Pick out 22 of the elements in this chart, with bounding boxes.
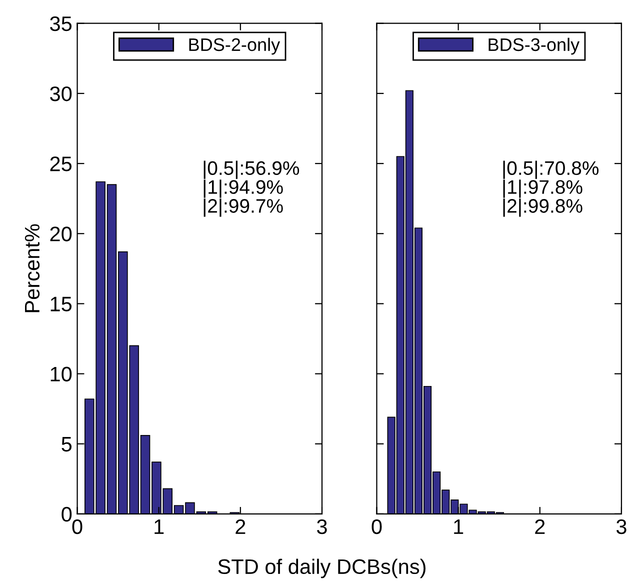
y-tick-label: 20 xyxy=(50,226,72,242)
y-tick-label: 10 xyxy=(50,366,72,382)
annotation: |0.5|:56.9% |1|:94.9% |2|:99.7% xyxy=(204,160,300,217)
y-tick-label: 0 xyxy=(62,506,72,522)
x-tick-label: 3 xyxy=(317,519,327,534)
y-axis-title: Percent% xyxy=(24,224,40,312)
x-tick-label: 2 xyxy=(535,519,545,534)
x-tick-label: 3 xyxy=(616,519,626,534)
legend-label: BDS-3-only xyxy=(488,38,580,55)
x-tick-label: 0 xyxy=(72,519,82,534)
annotation: |0.5|:70.8% |1|:97.8% |2|:99.8% xyxy=(503,160,599,217)
x-axis-title: STD of daily DCBs(ns) xyxy=(218,558,426,578)
y-tick-label: 35 xyxy=(50,16,72,32)
x-tick-label: 0 xyxy=(372,519,382,534)
x-tick-label: 1 xyxy=(454,520,464,534)
x-tick-label: 2 xyxy=(236,519,246,534)
x-tick-label: 1 xyxy=(154,520,164,534)
legend-label: BDS-2-only xyxy=(189,38,280,55)
y-tick-label: 30 xyxy=(50,86,72,102)
y-tick-label: 5 xyxy=(62,437,72,452)
y-tick-label: 25 xyxy=(50,156,72,172)
y-tick-label: 15 xyxy=(50,296,72,312)
